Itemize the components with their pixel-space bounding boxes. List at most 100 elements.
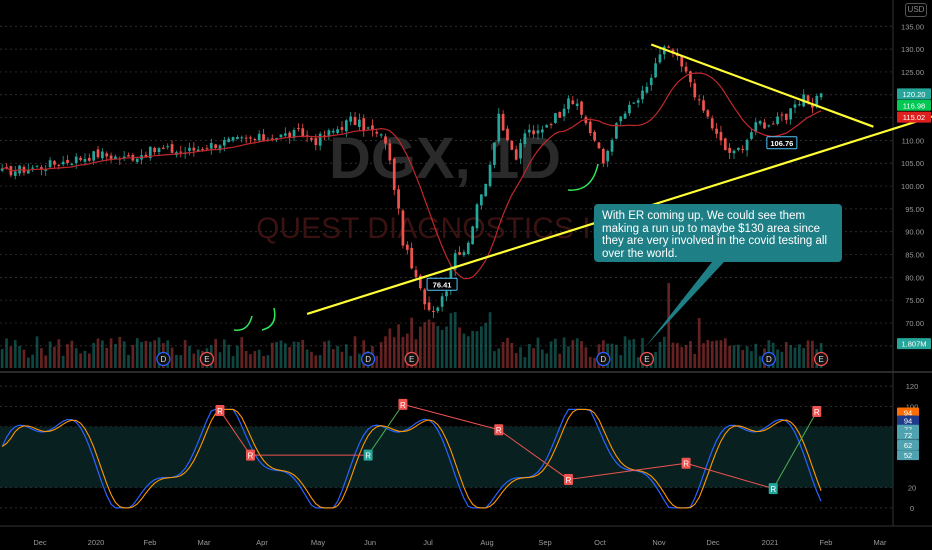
candle — [166, 143, 170, 150]
volume-bar — [270, 342, 274, 368]
signal-label: R — [566, 476, 572, 485]
event-marker-label: E — [204, 355, 209, 364]
price-tick-label: 135.00 — [901, 22, 924, 31]
signal-marker: R — [494, 424, 504, 436]
volume-bar — [118, 336, 122, 368]
candle — [327, 128, 331, 141]
volume-bar — [301, 339, 305, 368]
annotation-note[interactable]: With ER coming up, We could see them mak… — [594, 204, 842, 262]
trendline — [650, 43, 874, 128]
volume-bar — [297, 342, 300, 368]
volume-bar — [92, 342, 96, 368]
candle — [771, 121, 775, 125]
volume-bar — [562, 337, 566, 368]
signal-connector — [367, 404, 404, 456]
stoch-tick-label: 100 — [906, 402, 919, 411]
candle — [66, 155, 69, 166]
volume-bar — [793, 347, 797, 368]
volume-bar — [384, 336, 387, 368]
signal-label: R — [814, 408, 820, 417]
volume-bar — [427, 319, 431, 368]
volume-bar — [196, 349, 200, 368]
candle — [209, 138, 213, 155]
candle — [645, 82, 649, 95]
price-tag-label: 1.807M — [901, 340, 926, 349]
signal-marker: R — [363, 449, 373, 461]
candle — [658, 48, 662, 65]
candle — [702, 95, 705, 114]
candle — [536, 124, 540, 140]
candle — [584, 115, 588, 126]
candle — [401, 208, 405, 249]
volume-bar — [405, 333, 409, 368]
volume-bar — [684, 345, 688, 368]
volume-bar — [144, 340, 148, 368]
candle — [549, 122, 553, 129]
volume-bar — [344, 344, 348, 368]
candle — [244, 134, 248, 144]
candle — [514, 145, 518, 161]
price-annotation: 106.76 — [766, 136, 798, 150]
candle — [44, 164, 48, 176]
arc-mark — [261, 307, 276, 331]
candle — [153, 146, 156, 156]
event-marker-label: D — [600, 355, 606, 364]
volume-bar — [323, 341, 326, 368]
price-tag-label: 115.02 — [903, 113, 925, 122]
signal-connector — [498, 429, 569, 480]
volume-bar — [101, 340, 104, 368]
volume-bar — [266, 355, 270, 368]
event-marker-label: E — [644, 355, 649, 364]
time-tick-label: Mar — [874, 538, 887, 547]
candle — [57, 163, 61, 170]
candle — [689, 70, 692, 88]
signal-marker: R — [681, 457, 691, 469]
candle — [540, 125, 544, 139]
volume-bar — [479, 326, 483, 368]
volume-bar — [70, 340, 74, 368]
candle — [423, 287, 427, 310]
candle — [432, 306, 435, 319]
volume-bar — [244, 351, 248, 368]
candle — [575, 98, 579, 110]
candle — [606, 149, 610, 168]
volume-bar — [48, 341, 52, 368]
volume-bar — [109, 338, 113, 368]
candle — [127, 152, 130, 157]
volume-bar — [710, 341, 714, 368]
candle — [196, 145, 200, 152]
price-tag: 120.20 — [897, 88, 931, 100]
candle — [750, 129, 753, 141]
candle — [79, 155, 82, 162]
candle — [362, 114, 366, 137]
annotation-label: 106.76 — [770, 139, 793, 148]
candle — [628, 101, 631, 116]
candle — [667, 45, 671, 49]
volume-bar — [5, 338, 8, 368]
event-marker-label: E — [818, 355, 823, 364]
candle — [610, 137, 614, 156]
volume-bar — [179, 355, 183, 368]
volume-bar — [758, 355, 762, 368]
volume-bar — [811, 340, 814, 368]
candle — [567, 95, 570, 114]
candle — [122, 150, 126, 162]
volume-bar — [18, 345, 21, 368]
volume-bar — [619, 355, 623, 368]
candle — [706, 109, 710, 120]
candle — [649, 74, 653, 91]
candle — [135, 158, 139, 164]
volume-bar — [401, 336, 405, 368]
candle — [375, 128, 379, 138]
arc-mark — [567, 163, 599, 191]
candle — [767, 124, 771, 128]
volume-bar — [593, 357, 596, 368]
candle — [310, 136, 313, 142]
candle — [340, 121, 344, 134]
candle — [623, 111, 627, 120]
currency-label[interactable]: USD — [905, 3, 927, 17]
volume-bar — [279, 340, 283, 368]
candle — [732, 149, 736, 160]
volume-bar — [671, 342, 675, 368]
